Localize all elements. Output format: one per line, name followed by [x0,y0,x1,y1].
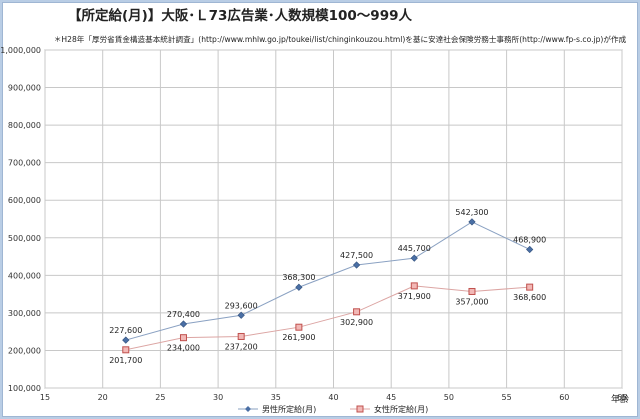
data-label: 371,900 [398,292,431,301]
y-tick-label: 600,000 [8,196,41,205]
series-line-female [125,285,530,351]
data-label: 427,500 [340,251,373,260]
data-point-male [410,254,418,262]
data-label: 542,300 [455,208,488,217]
data-point-male [179,320,188,328]
y-tick-label: 700,000 [8,159,41,168]
y-tick-label: 400,000 [8,271,41,280]
x-tick-label: 25 [155,393,165,402]
data-label: 468,900 [513,235,546,244]
data-label: 234,000 [167,344,200,353]
y-tick-label: 500,000 [8,234,41,243]
data-point-female [526,283,534,291]
legend-marker-female [356,405,364,413]
x-tick-label: 60 [559,393,569,402]
data-point-female [122,346,130,354]
data-label: 357,000 [455,297,488,306]
data-label: 201,700 [109,356,142,365]
y-tick-label: 200,000 [8,346,41,355]
chart-title: 【所定給(月)】大阪･Ｌ73広告業･人数規模100～999人 [68,7,412,24]
legend-label: 男性所定給(月) [262,404,316,414]
data-point-male [295,283,303,291]
x-tick-label: 40 [328,393,338,402]
data-label: 368,600 [513,293,546,302]
chart-subtitle: ＊H28年「厚労省賃金構造基本統計調査」(http://www.mhlw.go.… [54,34,627,44]
data-point-male [526,245,534,254]
data-label: 445,700 [398,244,431,253]
data-point-female [468,287,476,295]
y-tick-label: 100,000 [8,384,41,393]
y-tick-label: 800,000 [8,121,41,130]
data-point-female [295,323,303,331]
y-tick-label: 1,000,000 [0,46,41,55]
data-point-female [179,334,187,342]
gridlines [44,49,623,389]
x-tick-label: 35 [271,393,281,402]
data-label: 293,600 [225,301,258,310]
legend-marker-male [245,406,251,412]
x-tick-label: 55 [502,393,512,402]
data-label: 227,600 [109,326,142,335]
data-label: 270,400 [167,310,200,319]
data-point-male [122,336,130,344]
y-tick-label: 300,000 [8,309,41,318]
data-labels: 227,600 270,400 293,600 368,300 427,500 445,7… [109,208,546,365]
x-tick-label: 20 [98,393,108,402]
x-tick-label: 30 [213,393,223,402]
data-label: 261,900 [282,333,315,342]
data-point-female [353,308,361,316]
x-tick-label: 15 [40,393,50,402]
legend-label: 女性所定給(月) [374,404,428,414]
axes: 100,000 200,000 300,000 400,000 500,000 600,0… [0,46,627,402]
legend: 男性所定給(月) 女性所定給(月) [238,404,428,414]
x-tick-label: 45 [386,393,396,402]
data-point-male [352,261,361,269]
x-tick-label: 50 [444,393,454,402]
y-tick-label: 900,000 [8,84,41,93]
series-layer [122,218,534,354]
data-point-female [237,332,245,340]
data-label: 237,200 [225,342,258,351]
x-axis-label: 年齢 [611,393,629,405]
data-point-male [237,311,245,319]
data-point-female [410,282,418,290]
data-point-male [468,218,476,226]
x-tick-label: 65 [617,393,627,402]
series-line-male [125,221,530,341]
data-label: 368,300 [282,273,315,282]
data-label: 302,900 [340,318,373,327]
